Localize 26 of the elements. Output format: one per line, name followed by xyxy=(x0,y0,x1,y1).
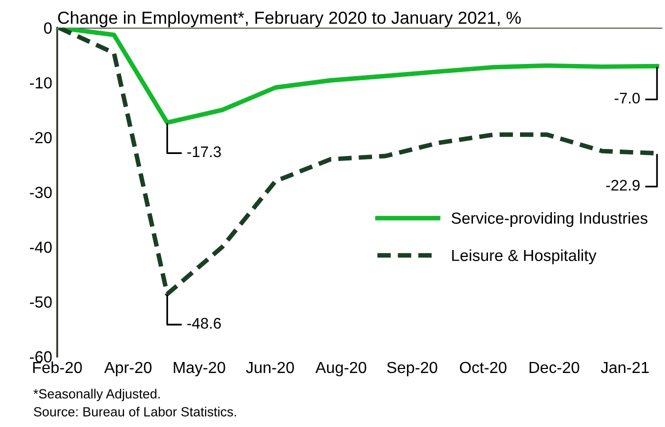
legend-label: Service-providing Industries xyxy=(452,212,648,227)
y-tick-label: -10 xyxy=(30,77,52,88)
y-tick-label: -40 xyxy=(30,242,52,253)
line-series xyxy=(57,28,660,125)
y-tick-label: -60 xyxy=(30,351,52,362)
x-tick-label: Jun-20 xyxy=(246,362,294,374)
x-tick-label: Jan-21 xyxy=(600,362,649,374)
y-tick-label: -30 xyxy=(30,186,52,198)
x-tick-label: Dec-20 xyxy=(530,362,580,374)
y-tick-label: -50 xyxy=(30,296,52,308)
data-label: -48.6 xyxy=(187,318,221,329)
data-label: -22.9 xyxy=(606,180,640,191)
text: *Seasonally Adjusted. xyxy=(33,388,160,402)
data-label: -17.3 xyxy=(187,146,221,158)
chart-title: Change in Employment*, February 2020 to January 2021, % xyxy=(58,11,521,28)
x-tick-label: Feb-20 xyxy=(33,361,82,374)
x-tick-label: Sep-20 xyxy=(387,362,438,376)
source-note: Source: Bureau of Labor Statistics. xyxy=(34,406,236,416)
x-tick-label: Aug-20 xyxy=(315,362,366,376)
legend-label: Leisure & Hospitality xyxy=(452,249,596,264)
data-label: -7.0 xyxy=(614,92,640,104)
x-tick-label: May-20 xyxy=(174,362,226,376)
y-tick-label: -20 xyxy=(30,132,52,144)
y-tick-label: 0 xyxy=(44,22,52,34)
x-tick-label: Apr-20 xyxy=(104,362,152,376)
x-tick-label: Oct-20 xyxy=(460,362,506,374)
